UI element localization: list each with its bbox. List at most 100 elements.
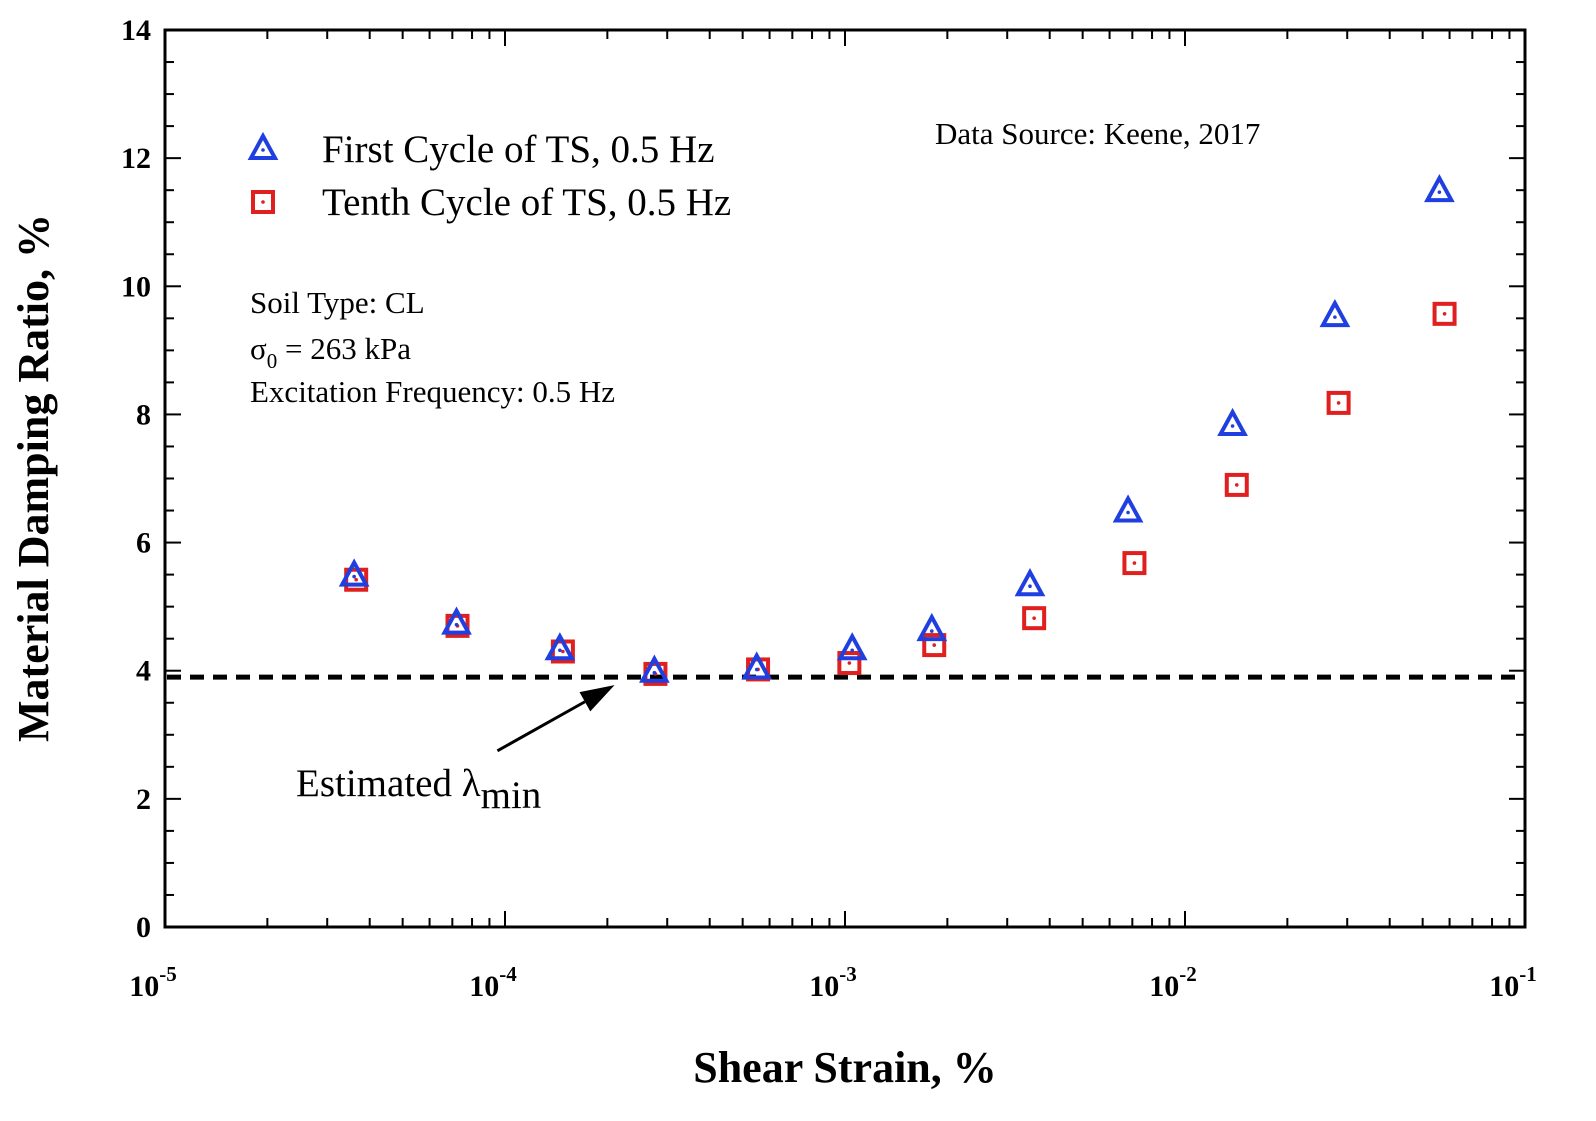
square-outline <box>1224 472 1249 497</box>
square-outline <box>1326 390 1351 415</box>
x-tick-exponent: -3 <box>839 962 857 986</box>
x-tick-label: 10-2 <box>1149 962 1197 1003</box>
data-point-tenth-cycle <box>1122 551 1147 576</box>
triangle-center-dot <box>1028 584 1032 589</box>
confining-stress-note: σ0 = 263 kPa <box>250 331 411 373</box>
triangle-outline <box>247 131 279 160</box>
legend-label-tenth-cycle: Tenth Cycle of TS, 0.5 Hz <box>322 181 731 224</box>
estimated-lambda-label: Estimated λmin <box>296 762 541 817</box>
series-tenth-cycle <box>344 301 1457 686</box>
triangle-center-dot <box>929 629 934 633</box>
x-tick-exponent: -4 <box>499 962 517 986</box>
square-outline <box>1122 551 1147 576</box>
y-axis-title: Material Damping Ratio, % <box>9 214 58 742</box>
data-point-tenth-cycle <box>922 633 947 658</box>
square-center-dot <box>354 577 358 582</box>
square-outline <box>1432 301 1457 326</box>
x-tick-exponent: -2 <box>1179 962 1197 986</box>
legend: First Cycle of TS, 0.5 Hz Tenth Cycle of… <box>247 128 731 224</box>
estimated-lambda-subscript: min <box>481 774 542 817</box>
y-tick-label: 12 <box>121 142 151 175</box>
y-tick-label: 8 <box>136 398 151 431</box>
data-point-tenth-cycle <box>1022 606 1047 631</box>
data-point-first-cycle <box>1112 494 1144 523</box>
legend-marker-first-cycle <box>247 131 279 160</box>
triangle-outline <box>1112 494 1144 523</box>
triangle-center-dot <box>558 648 562 653</box>
triangle-center-dot <box>1333 315 1337 319</box>
square-center-dot <box>1442 312 1447 316</box>
sigma-subscript: 0 <box>267 349 278 373</box>
series-first-cycle <box>338 174 1455 683</box>
sigma-value: = 263 kPa <box>277 331 411 366</box>
data-point-first-cycle <box>639 654 670 683</box>
y-tick-labels: 0 2 4 6 8 10 12 14 <box>121 14 151 944</box>
data-point-first-cycle <box>836 632 868 661</box>
legend-square <box>251 190 275 214</box>
triangle-outline <box>544 632 576 661</box>
data-point-tenth-cycle <box>837 651 862 676</box>
data-point-tenth-cycle <box>1432 301 1457 326</box>
square-center-dot <box>932 643 937 647</box>
legend-label-first-cycle: First Cycle of TS, 0.5 Hz <box>322 128 715 171</box>
triangle-center-dot <box>652 670 657 675</box>
data-point-first-cycle <box>1014 568 1046 597</box>
square-center-dot <box>1132 561 1137 565</box>
triangle-outline <box>836 632 868 661</box>
triangle-outline <box>338 558 370 587</box>
data-point-first-cycle <box>441 606 472 635</box>
square-center-dot <box>847 661 852 665</box>
square-center-dot <box>561 649 565 654</box>
square-center-dot <box>261 200 265 204</box>
soil-type-note: Soil Type: CL <box>250 285 425 320</box>
x-tick-label: 10-4 <box>469 962 517 1003</box>
data-point-first-cycle <box>741 651 773 680</box>
legend-triangle <box>247 131 279 160</box>
triangle-outline <box>1424 174 1455 203</box>
frequency-note: Excitation Frequency: 0.5 Hz <box>250 374 615 409</box>
x-tick-base: 10 <box>469 970 499 1003</box>
data-point-first-cycle <box>338 558 370 587</box>
data-point-tenth-cycle <box>1224 472 1249 497</box>
triangle-outline <box>1014 568 1046 597</box>
square-outline <box>1022 606 1047 631</box>
x-tick-base: 10 <box>1149 970 1179 1003</box>
triangle-outline <box>916 612 948 642</box>
x-tick-exponent: -5 <box>159 962 177 986</box>
triangle-center-dot <box>850 648 855 653</box>
square-center-dot <box>1234 483 1239 487</box>
triangle-outline <box>639 654 670 683</box>
square-outline <box>922 633 947 658</box>
triangle-center-dot <box>1230 424 1235 428</box>
data-point-first-cycle <box>1319 298 1351 328</box>
square-outline <box>251 190 275 214</box>
x-tick-label: 10-1 <box>1489 962 1537 1003</box>
x-tick-label: 10-5 <box>129 962 177 1003</box>
x-tick-label: 10-3 <box>809 962 857 1003</box>
triangle-center-dot <box>352 574 356 579</box>
triangle-center-dot <box>261 148 265 152</box>
triangle-center-dot <box>754 667 759 672</box>
triangle-outline <box>1217 407 1248 437</box>
sigma-symbol: σ <box>250 331 267 366</box>
data-series <box>338 174 1457 686</box>
data-point-first-cycle <box>1424 174 1455 203</box>
x-axis-title: Shear Strain, % <box>693 1043 997 1092</box>
triangle-outline <box>441 606 472 635</box>
triangle-center-dot <box>1437 190 1442 194</box>
axis-ticks <box>164 29 1526 928</box>
x-tick-base: 10 <box>1489 970 1519 1003</box>
triangle-center-dot <box>454 622 459 627</box>
y-tick-label: 14 <box>121 14 151 47</box>
triangle-center-dot <box>1126 510 1130 515</box>
square-center-dot <box>1032 616 1036 620</box>
y-tick-label: 4 <box>136 655 151 688</box>
estimated-arrow-shaft <box>496 700 586 753</box>
x-tick-exponent: -1 <box>1519 962 1537 986</box>
x-tick-labels: 10-5 10-4 10-3 10-2 10-1 <box>129 962 1537 1003</box>
data-point-first-cycle <box>916 612 948 642</box>
estimated-lambda-text: Estimated λ <box>296 762 481 805</box>
triangle-outline <box>1319 298 1351 328</box>
estimated-arrow-head <box>579 685 615 712</box>
